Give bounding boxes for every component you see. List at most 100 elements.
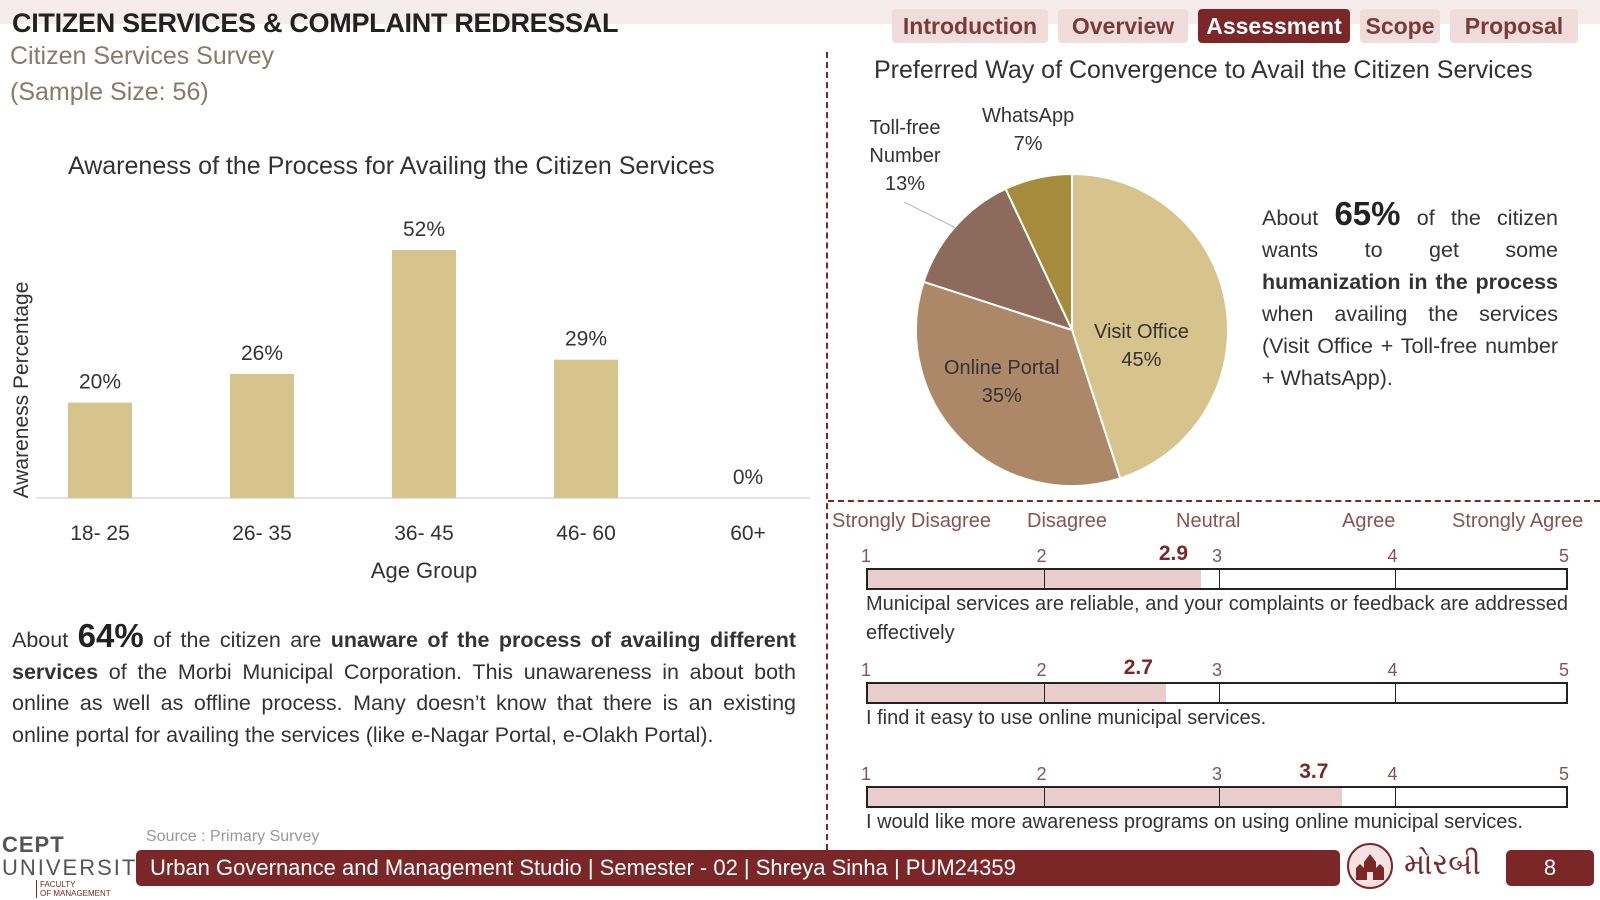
bar-chart-xlabel: Age Group (370, 558, 478, 583)
summary-highlight: unaware of the process of availing diffe… (12, 628, 796, 684)
bar-category-label-1: 18- 25 (70, 522, 130, 545)
likert-label-strongly-disagree: Strongly Disagree (832, 510, 991, 532)
likert-tick-2 (1043, 788, 1045, 806)
likert-statement-1: Municipal services are reliable, and you… (866, 593, 1568, 644)
scale-number-4: 4 (1387, 764, 1398, 784)
likert-score-bar (866, 786, 1568, 808)
likert-score-label: 3.7 (1299, 760, 1329, 783)
convergence-about: About (1262, 206, 1319, 230)
summary-percentage: 64% (77, 617, 144, 654)
likert-tick-4 (1394, 684, 1396, 702)
likert-score-label: 2.7 (1123, 656, 1153, 679)
pie-label-whatsapp-name: WhatsApp (982, 105, 1075, 127)
scale-number-5: 5 (1558, 546, 1570, 566)
bar-value-label-1: 20% (79, 371, 121, 394)
bar-value-label-2: 26% (241, 342, 283, 365)
likert-score-label: 2.9 (1158, 542, 1189, 565)
likert-tick-2 (1043, 570, 1045, 588)
pie-label-online-portal-name: Online Portal (944, 357, 1060, 379)
likert-statement-3: I would like more awareness programs on … (866, 811, 1523, 833)
pie-leader-line (903, 201, 957, 229)
convergence-pie-chart (903, 172, 1229, 487)
bar-value-label-3: 52% (403, 218, 445, 241)
pie-slice-1 (1071, 172, 1229, 480)
tab-proposal[interactable]: Proposal (1450, 9, 1578, 43)
likert-tick-3 (1219, 570, 1220, 588)
pie-label-toll-free: Toll-free Number 13% (860, 114, 950, 198)
bar-4 (554, 359, 618, 498)
likert-statement-2: I find it easy to use online municipal s… (866, 707, 1267, 729)
pie-chart-title: Preferred Way of Convergence to Avail th… (874, 56, 1533, 84)
pie-label-toll-free-value: 13% (884, 173, 926, 195)
pie-label-online-portal-value: 35% (981, 385, 1022, 407)
bar-category-label-4: 46- 60 (556, 522, 616, 545)
logo-line-faculty: FACULTY OF MANAGEMENT (36, 880, 130, 898)
likert-tick-4 (1394, 788, 1396, 806)
horizontal-divider (828, 500, 1600, 502)
convergence-highlight: humanization in the process (1262, 270, 1558, 294)
likert-score-fill (868, 684, 1167, 702)
pie-label-visit-office-name: Visit Office (1094, 321, 1189, 343)
scale-number-2: 2 (1036, 546, 1047, 566)
bar-category-label-3: 36- 45 (394, 522, 454, 545)
summary-about: About (12, 628, 69, 652)
likert-score-bar (866, 568, 1568, 590)
tab-introduction[interactable]: Introduction (892, 9, 1048, 43)
page-title: CITIZEN SERVICES & COMPLAINT REDRESSAL (12, 8, 619, 38)
likert-label-disagree: Disagree (1027, 510, 1108, 532)
scale-number-1: 1 (860, 660, 872, 680)
scale-number-1: 1 (860, 546, 872, 566)
likert-label-neutral: Neutral (1176, 510, 1241, 532)
footer-text: Urban Governance and Management Studio |… (150, 855, 1016, 880)
tab-scope[interactable]: Scope (1360, 9, 1440, 43)
convergence-percentage: 65% (1334, 195, 1401, 232)
convergence-part1: of the citizen wants to get some (1262, 206, 1558, 262)
scale-number-2: 2 (1036, 660, 1047, 680)
survey-subtitle: Citizen Services Survey (10, 42, 274, 70)
logo-of-management: OF MANAGEMENT (40, 889, 111, 898)
pie-label-online-portal: Online Portal 35% (944, 354, 1060, 410)
summary-rest: of the Morbi Municipal Corporation. This… (12, 659, 796, 747)
vertical-divider (826, 52, 828, 850)
bar-category-label-5: 60+ (730, 522, 766, 545)
pie-label-visit-office: Visit Office 45% (1094, 318, 1189, 374)
scale-number-3: 3 (1211, 660, 1223, 680)
scale-number-4: 4 (1387, 546, 1398, 566)
source-note: Source : Primary Survey (146, 828, 320, 845)
tab-assessment[interactable]: Assessment (1198, 9, 1350, 43)
scale-number-3: 3 (1211, 546, 1223, 566)
pie-label-whatsapp: WhatsApp 7% (982, 102, 1074, 158)
bar-value-label-5: 0% (733, 466, 763, 489)
morbi-emblem-icon (1347, 843, 1393, 889)
scale-number-5: 5 (1558, 660, 1570, 680)
pie-slice-4 (1004, 172, 1073, 331)
likert-tick-3 (1219, 788, 1220, 806)
bar-2 (230, 374, 294, 498)
city-name-gujarati: મોરબી (1404, 847, 1481, 882)
likert-score-fill (868, 788, 1342, 806)
logo-line-university: UNIVERSITY (2, 855, 155, 880)
scale-number-5: 5 (1558, 764, 1570, 784)
likert-tick-2 (1043, 684, 1045, 702)
likert-score-fill (868, 570, 1202, 588)
scale-number-3: 3 (1211, 764, 1223, 784)
scale-number-4: 4 (1387, 660, 1398, 680)
pie-slice-3 (922, 187, 1074, 332)
scale-number-2: 2 (1036, 764, 1047, 784)
convergence-summary: About 65% of the citizen wants to get so… (1262, 195, 1558, 394)
likert-label-strongly-agree: Strongly Agree (1452, 510, 1584, 532)
bar-1 (68, 402, 132, 498)
bar-category-label-2: 26- 35 (232, 522, 292, 545)
likert-tick-4 (1394, 570, 1396, 588)
pie-slice-2 (915, 280, 1122, 487)
awareness-bar-chart: 20% 18- 25 26% 26- 35 52% 36- 45 29% 46- 60 0% 60… (36, 218, 810, 545)
bar-chart-title: Awareness of the Process for Availing th… (68, 152, 715, 180)
awareness-summary: About 64% of the citizen are unaware of … (12, 617, 796, 751)
scale-number-1: 1 (860, 764, 872, 784)
pie-label-toll-free-name: Toll-free Number (869, 117, 941, 167)
tab-overview[interactable]: Overview (1058, 9, 1188, 43)
likert-label-agree: Agree (1342, 510, 1396, 532)
sample-size: (Sample Size: 56) (10, 78, 209, 106)
convergence-rest: when availing the services (Visit Office… (1262, 302, 1558, 390)
pie-label-visit-office-value: 45% (1121, 349, 1162, 371)
